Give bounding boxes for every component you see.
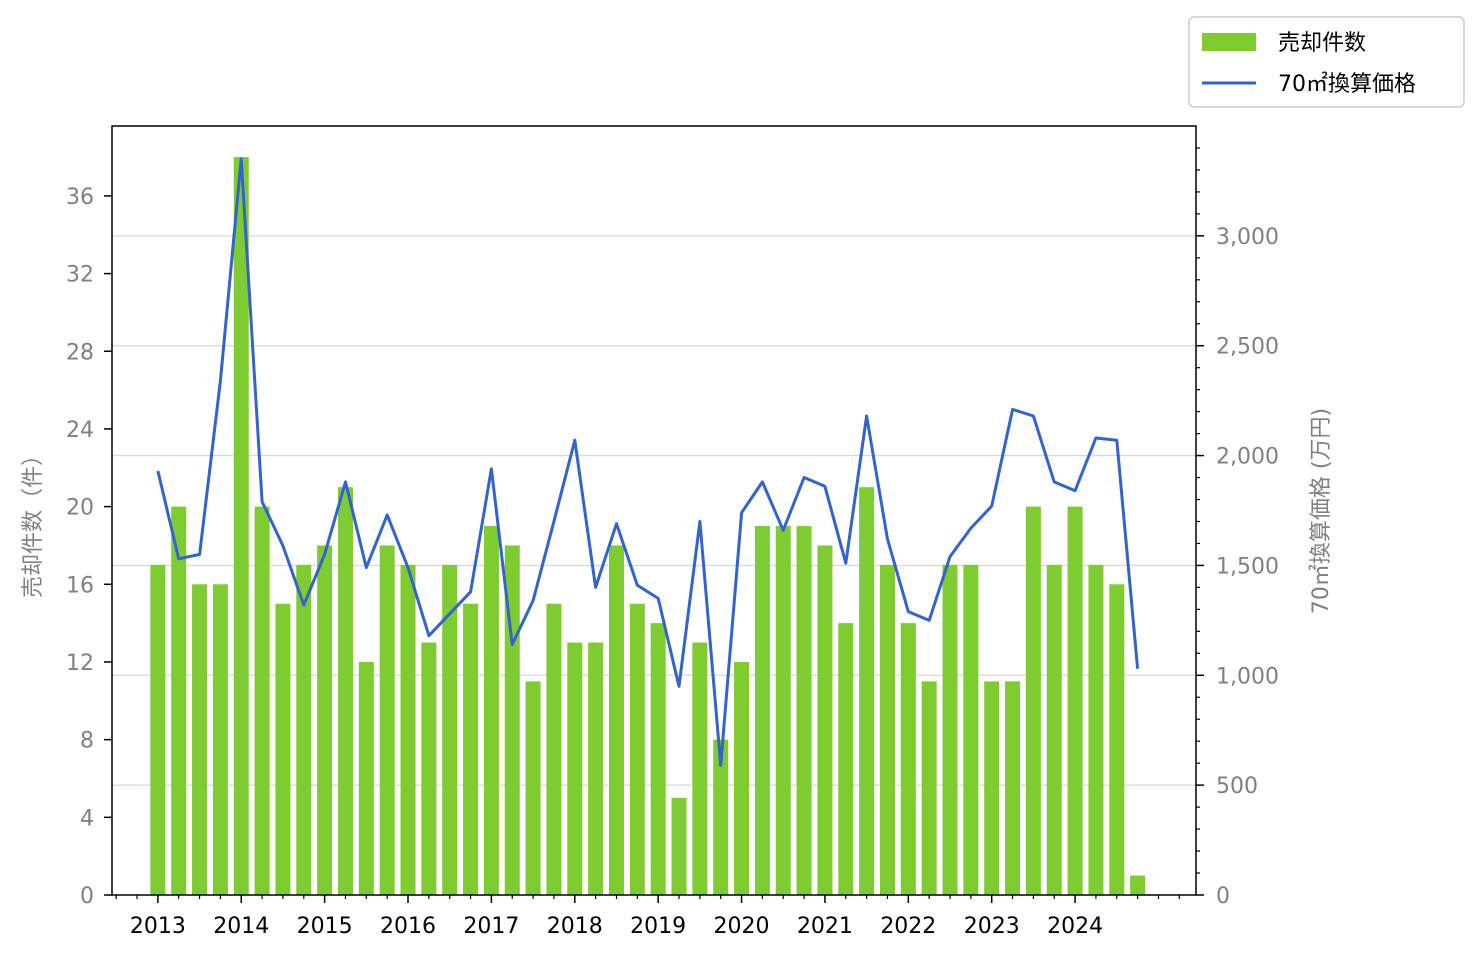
bar (1088, 564, 1104, 895)
tick-labels: 0481216202428323605001,0001,5002,0002,50… (66, 185, 1279, 939)
legend: 売却件数 70㎡換算価格 (1188, 16, 1465, 108)
y-left-tick-label: 24 (66, 418, 94, 443)
y-left-tick-label: 4 (80, 806, 94, 831)
bar (921, 681, 937, 895)
x-tick-label: 2022 (880, 914, 936, 939)
bar (879, 564, 895, 895)
y-right-tick-label: 2,000 (1216, 445, 1279, 470)
x-tick-label: 2014 (213, 914, 269, 939)
y-right-tick-label: 1,500 (1216, 554, 1279, 579)
bar (463, 603, 479, 895)
bar (817, 545, 833, 895)
bar (483, 526, 499, 895)
bar (1130, 875, 1146, 895)
price-line (156, 157, 1140, 767)
bar (796, 526, 812, 895)
bar (233, 157, 249, 896)
bar (400, 564, 416, 895)
bar (775, 526, 791, 895)
legend-box (1188, 16, 1465, 108)
y-left-tick-label: 28 (66, 340, 94, 365)
bar (588, 642, 604, 895)
x-tick-label: 2019 (630, 914, 686, 939)
bar (546, 603, 562, 895)
bar (192, 584, 208, 895)
y-left-tick-label: 32 (66, 263, 94, 288)
x-tick-label: 2016 (380, 914, 436, 939)
y-axis-right-label: 70㎡換算価格 (万円) (1308, 408, 1334, 614)
x-tick-label: 2017 (463, 914, 519, 939)
bar (734, 661, 750, 895)
x-tick-label: 2015 (297, 914, 353, 939)
y-left-tick-label: 0 (80, 884, 94, 909)
bar (1025, 506, 1041, 895)
x-tick-label: 2020 (714, 914, 770, 939)
y-left-tick-label: 8 (80, 729, 94, 754)
bar (671, 797, 687, 895)
bar (1067, 506, 1083, 895)
plot-frame (111, 125, 1197, 896)
line-series-price (156, 157, 1140, 767)
y-left-tick-label: 16 (66, 573, 94, 598)
legend-bar-swatch (1202, 33, 1256, 51)
y-axis-left-label: 売却件数（件） (21, 444, 46, 598)
bar (629, 603, 645, 895)
y-left-tick-label: 36 (66, 185, 94, 210)
bar (608, 545, 624, 895)
x-tick-label: 2021 (797, 914, 853, 939)
y-right-tick-label: 1,000 (1216, 664, 1279, 689)
bar (150, 564, 166, 895)
y-right-tick-label: 500 (1216, 774, 1258, 799)
x-tick-label: 2018 (547, 914, 603, 939)
bar (963, 564, 979, 895)
bar-series-sales-count (150, 157, 1146, 896)
bar (212, 584, 228, 895)
bar (317, 545, 333, 895)
bar (421, 642, 437, 895)
bar (296, 564, 312, 895)
axes (104, 125, 1204, 903)
legend-line-label: 70㎡換算価格 (1278, 71, 1416, 97)
y-right-tick-label: 2,500 (1216, 335, 1279, 360)
x-tick-label: 2024 (1047, 914, 1103, 939)
y-left-tick-label: 20 (66, 496, 94, 521)
bar (900, 623, 916, 895)
bar (859, 487, 875, 895)
bar (692, 642, 708, 895)
bar (442, 564, 458, 895)
bar (713, 739, 729, 895)
bar (838, 623, 854, 895)
bar (650, 623, 666, 895)
bar (942, 564, 958, 895)
bar (504, 545, 520, 895)
bar (337, 487, 353, 895)
bar (1046, 564, 1062, 895)
bar (379, 545, 395, 895)
bar (275, 603, 291, 895)
bar (984, 681, 1000, 895)
x-tick-label: 2013 (130, 914, 186, 939)
legend-bar-label: 売却件数 (1278, 31, 1366, 56)
bar (525, 681, 541, 895)
bar (254, 506, 270, 895)
bar (358, 661, 374, 895)
bar (171, 506, 187, 895)
y-right-tick-label: 0 (1216, 884, 1230, 909)
bar (1005, 681, 1021, 895)
y-left-tick-label: 12 (66, 651, 94, 676)
x-tick-label: 2023 (964, 914, 1020, 939)
bar (567, 642, 583, 895)
bar (1109, 584, 1125, 895)
bar (754, 526, 770, 895)
y-right-tick-label: 3,000 (1216, 225, 1279, 250)
